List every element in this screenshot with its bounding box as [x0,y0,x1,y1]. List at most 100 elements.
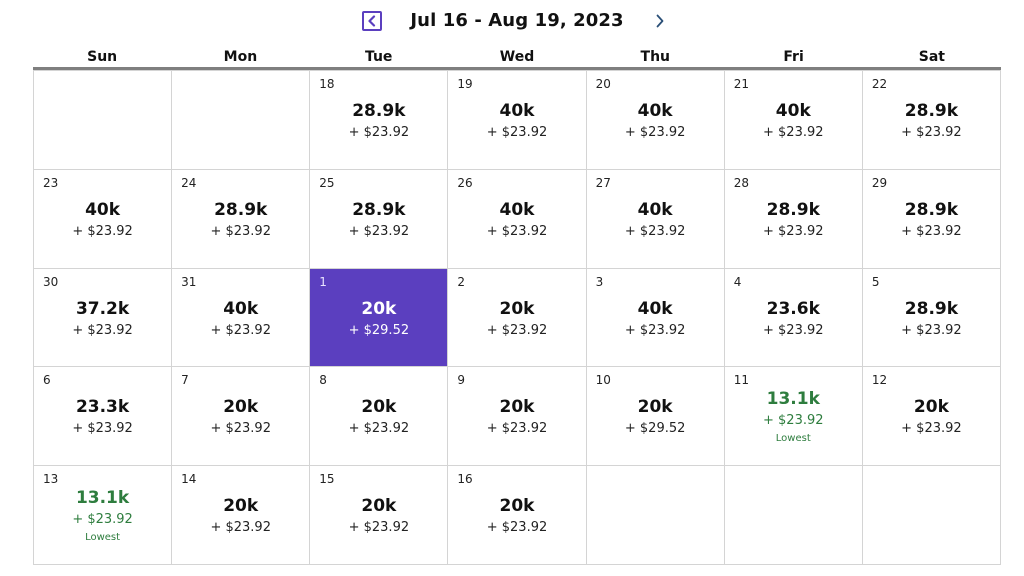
weekday-label: Fri [783,49,804,65]
calendar-day-cell-selected[interactable]: 1 20k + $29.52 [310,267,449,367]
points-price: 40k [637,199,673,220]
points-price: 20k [637,397,673,418]
weekday-label: Mon [223,49,258,65]
calendar-day-cell[interactable]: 24 28.9k + $23.92 [172,168,311,268]
day-number: 3 [595,274,604,289]
cash-fee: + $23.92 [624,223,686,239]
cash-fee: + $23.92 [763,322,824,338]
calendar-day-cell[interactable]: 9 20k + $23.92 [448,366,587,466]
day-number: 27 [595,175,611,190]
calendar-day-cell[interactable]: 29 28.9k + $23.92 [862,168,1001,268]
calendar-header: Jul 16 - Aug 19, 2023 [0,0,1024,44]
cash-fee: + $23.92 [486,421,548,437]
calendar-day-cell[interactable]: 22 28.9k + $23.92 [862,70,1001,169]
day-number: 20 [595,77,611,91]
calendar-day-cell[interactable]: 6 23.3k + $23.92 [34,366,173,466]
points-price: 40k [223,298,259,319]
calendar-day-cell[interactable]: 19 40k + $23.92 [448,70,587,169]
calendar-day-cell[interactable]: 26 40k + $23.92 [448,168,587,268]
day-number: 23 [43,175,59,190]
points-price: 20k [361,397,397,418]
calendar-day-cell[interactable]: 11 13.1k + $23.92 Lowest [724,366,863,466]
points-price: 40k [499,101,535,121]
cash-fee: + $29.52 [348,322,410,338]
empty-cell [862,465,1001,564]
empty-cell [172,70,311,169]
day-number: 19 [457,77,473,91]
chevron-left-icon [368,15,376,27]
calendar-day-cell[interactable]: 31 40k + $23.92 [172,267,311,367]
prev-range-button[interactable] [362,11,382,31]
calendar-day-cell[interactable]: 12 20k + $23.92 [862,366,1001,466]
lowest-price-label: Lowest [85,532,121,544]
cash-fee: + $23.92 [486,125,548,140]
calendar-day-cell[interactable]: 5 28.9k + $23.92 [862,267,1001,367]
day-number: 24 [181,175,197,190]
points-price: 40k [775,101,811,121]
calendar-day-cell[interactable]: 8 20k + $23.92 [310,366,449,466]
calendar-day-cell[interactable]: 2 20k + $23.92 [448,267,587,367]
day-number: 29 [871,175,888,190]
cash-fee: + $23.92 [72,322,133,338]
weekday-label: Sun [87,49,118,65]
cash-fee: + $23.92 [72,223,133,239]
calendar-day-cell[interactable]: 10 20k + $29.52 [586,366,725,466]
calendar-day-cell[interactable]: 30 37.2k + $23.92 [34,267,173,367]
calendar-day-cell[interactable]: 16 20k + $23.92 [448,465,587,564]
day-number: 12 [871,373,888,388]
cash-fee: + $23.92 [210,322,271,338]
points-price: 40k [85,199,121,220]
cash-fee: + $23.92 [348,223,410,239]
weekday-label: Thu [640,49,671,65]
calendar-day-cell[interactable]: 4 23.6k + $23.92 [724,267,863,367]
lowest-price-label: Lowest [775,433,811,445]
calendar-day-cell[interactable]: 23 40k + $23.92 [34,168,173,268]
calendar-day-cell[interactable]: 28 28.9k + $23.92 [724,168,863,268]
day-number: 30 [43,274,59,289]
cash-fee: + $23.92 [901,421,962,437]
cash-fee: + $23.92 [210,520,271,536]
day-number: 1 [319,274,327,289]
cash-fee: + $23.92 [901,125,962,140]
day-number: 31 [181,274,197,289]
day-number: 4 [733,274,742,289]
cash-fee: + $23.92 [348,520,410,536]
calendar-day-cell[interactable]: 18 28.9k + $23.92 [310,70,449,169]
cash-fee: + $23.92 [486,520,548,536]
calendar-day-cell[interactable]: 3 40k + $23.92 [586,267,725,367]
calendar-day-cell[interactable]: 7 20k + $23.92 [172,366,311,466]
weekday-label: Tue [364,49,393,65]
cash-fee: + $23.92 [486,223,548,239]
cash-fee: + $23.92 [624,125,686,140]
day-number: 6 [43,373,51,388]
empty-cell [724,465,863,564]
next-range-button[interactable] [650,11,670,31]
calendar-day-cell[interactable]: 15 20k + $23.92 [310,465,449,564]
day-number: 5 [871,274,880,289]
calendar-day-cell[interactable]: 25 28.9k + $23.92 [310,168,449,268]
calendar-day-cell[interactable]: 14 20k + $23.92 [172,465,311,564]
points-price: 20k [499,298,535,319]
empty-cell [586,465,725,564]
day-number: 28 [733,175,749,190]
points-price: 28.9k [904,101,959,121]
cash-fee: + $23.92 [901,223,962,239]
cash-fee: + $23.92 [901,322,962,338]
points-price: 28.9k [352,101,406,121]
calendar-day-cell[interactable]: 27 40k + $23.92 [586,168,725,268]
calendar-day-cell[interactable]: 13 13.1k + $23.92 Lowest [34,465,173,564]
points-price: 20k [913,397,949,418]
day-number: 9 [457,373,466,388]
calendar-day-cell[interactable]: 21 40k + $23.92 [724,70,863,169]
cash-fee: + $23.92 [348,125,410,140]
cash-fee: + $23.92 [72,421,133,437]
points-price: 23.6k [766,298,820,319]
calendar-grid: 18 28.9k + $23.92 19 40k + $23.92 20 40k + $23.9… [33,70,1001,565]
points-price: 40k [499,199,535,220]
day-number: 14 [181,472,197,487]
weekday-label: Sat [918,49,945,65]
day-number: 25 [319,175,335,190]
points-price: 40k [637,298,673,319]
points-price: 20k [361,298,397,319]
calendar-day-cell[interactable]: 20 40k + $23.92 [586,70,725,169]
